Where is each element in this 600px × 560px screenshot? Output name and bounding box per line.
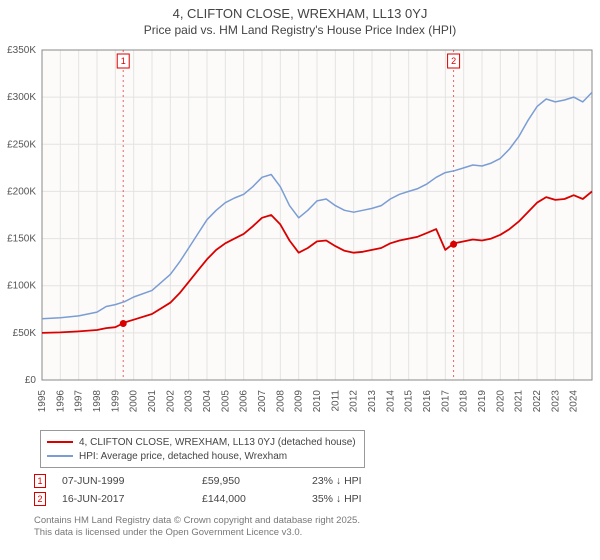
svg-text:1999: 1999 xyxy=(110,390,121,413)
chart-container: 4, CLIFTON CLOSE, WREXHAM, LL13 0YJ Pric… xyxy=(0,0,600,560)
svg-text:2009: 2009 xyxy=(294,390,305,413)
svg-text:£350K: £350K xyxy=(7,45,36,56)
svg-text:2016: 2016 xyxy=(422,390,433,413)
svg-text:1998: 1998 xyxy=(92,390,103,413)
sale-row: 1 07-JUN-1999 £59,950 23% ↓ HPI xyxy=(34,472,432,490)
svg-text:2008: 2008 xyxy=(275,390,286,413)
svg-text:£100K: £100K xyxy=(7,281,36,292)
sale-price: £59,950 xyxy=(202,475,302,487)
chart-subtitle: Price paid vs. HM Land Registry's House … xyxy=(0,21,600,37)
sale-price: £144,000 xyxy=(202,493,302,505)
sale-delta: 23% ↓ HPI xyxy=(312,475,432,487)
svg-text:2011: 2011 xyxy=(330,390,341,412)
svg-text:2023: 2023 xyxy=(550,390,561,413)
svg-text:2010: 2010 xyxy=(312,390,323,413)
svg-text:£50K: £50K xyxy=(13,328,37,339)
sale-row: 2 16-JUN-2017 £144,000 35% ↓ HPI xyxy=(34,490,432,508)
sale-marker: 2 xyxy=(34,492,46,506)
svg-text:1996: 1996 xyxy=(55,390,66,413)
legend: 4, CLIFTON CLOSE, WREXHAM, LL13 0YJ (det… xyxy=(40,430,365,468)
svg-text:1: 1 xyxy=(121,56,126,66)
svg-text:2007: 2007 xyxy=(257,390,268,413)
svg-text:2014: 2014 xyxy=(385,390,396,413)
sale-date: 07-JUN-1999 xyxy=(62,475,192,487)
svg-text:£150K: £150K xyxy=(7,234,36,245)
svg-text:2006: 2006 xyxy=(239,390,250,413)
svg-text:2024: 2024 xyxy=(569,390,580,413)
legend-swatch xyxy=(47,455,73,457)
legend-label: HPI: Average price, detached house, Wrex… xyxy=(79,451,287,462)
svg-text:2017: 2017 xyxy=(440,390,451,413)
legend-item: HPI: Average price, detached house, Wrex… xyxy=(47,449,356,463)
svg-text:1997: 1997 xyxy=(74,390,85,413)
svg-text:2012: 2012 xyxy=(349,390,360,413)
svg-text:£250K: £250K xyxy=(7,139,36,150)
svg-text:2003: 2003 xyxy=(184,390,195,413)
legend-swatch xyxy=(47,441,73,443)
svg-text:2015: 2015 xyxy=(404,390,415,413)
chart-title: 4, CLIFTON CLOSE, WREXHAM, LL13 0YJ xyxy=(0,0,600,21)
sale-date: 16-JUN-2017 xyxy=(62,493,192,505)
line-chart: £0 £50K £100K £150K £200K £250K £300K £350K 1995… xyxy=(0,44,600,424)
svg-text:2000: 2000 xyxy=(129,390,140,413)
legend-label: 4, CLIFTON CLOSE, WREXHAM, LL13 0YJ (det… xyxy=(79,437,356,448)
chart-area: £0 £50K £100K £150K £200K £250K £300K £350K 1995… xyxy=(0,44,600,424)
sales-table: 1 07-JUN-1999 £59,950 23% ↓ HPI 2 16-JUN-2017… xyxy=(34,472,432,508)
legend-item: 4, CLIFTON CLOSE, WREXHAM, LL13 0YJ (det… xyxy=(47,435,356,449)
svg-text:2013: 2013 xyxy=(367,390,378,413)
svg-text:1995: 1995 xyxy=(37,390,48,413)
svg-text:£300K: £300K xyxy=(7,92,36,103)
svg-text:2022: 2022 xyxy=(532,390,543,413)
footer-line2: This data is licensed under the Open Gov… xyxy=(34,527,360,539)
svg-text:2021: 2021 xyxy=(514,390,525,413)
svg-text:2004: 2004 xyxy=(202,390,213,413)
svg-text:2005: 2005 xyxy=(220,390,231,413)
svg-text:2002: 2002 xyxy=(165,390,176,413)
svg-text:2: 2 xyxy=(451,56,456,66)
svg-text:£200K: £200K xyxy=(7,186,36,197)
footer-attribution: Contains HM Land Registry data © Crown c… xyxy=(34,515,360,540)
svg-text:2001: 2001 xyxy=(147,390,158,413)
footer-line1: Contains HM Land Registry data © Crown c… xyxy=(34,515,360,527)
svg-text:2019: 2019 xyxy=(477,390,488,413)
svg-text:£0: £0 xyxy=(25,375,37,386)
svg-text:2020: 2020 xyxy=(495,390,506,413)
sale-marker: 1 xyxy=(34,474,46,488)
sale-delta: 35% ↓ HPI xyxy=(312,493,432,505)
svg-text:2018: 2018 xyxy=(459,390,470,413)
